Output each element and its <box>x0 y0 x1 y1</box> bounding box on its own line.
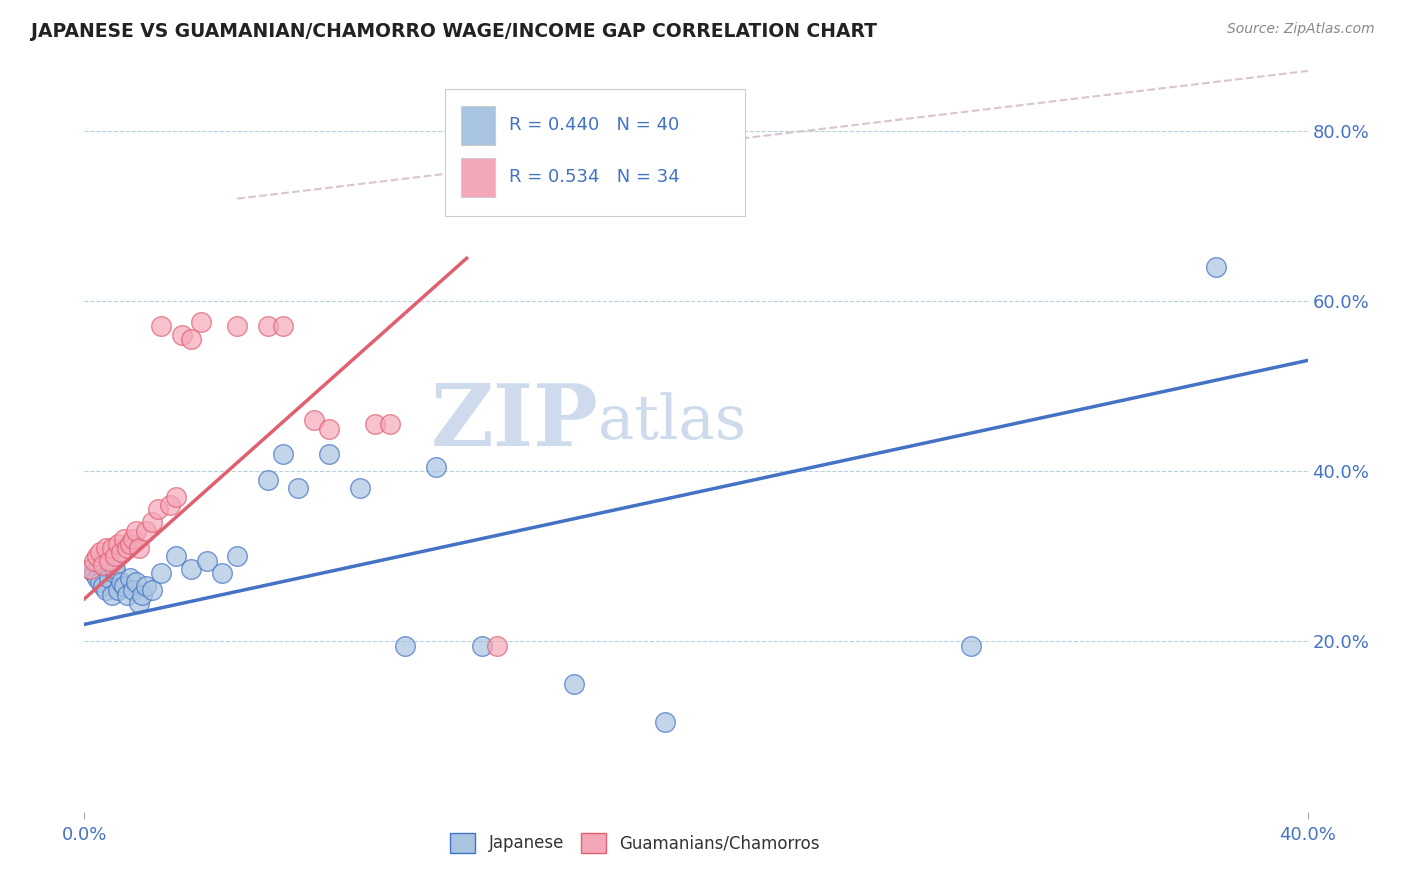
Point <box>125 524 148 538</box>
Point <box>110 545 132 559</box>
Text: R = 0.534   N = 34: R = 0.534 N = 34 <box>509 168 679 186</box>
Point <box>165 490 187 504</box>
Legend: Japanese, Guamanians/Chamorros: Japanese, Guamanians/Chamorros <box>443 826 827 860</box>
Point <box>94 583 117 598</box>
Point <box>190 315 212 329</box>
Point <box>97 553 120 567</box>
Point <box>135 579 157 593</box>
Point <box>97 571 120 585</box>
Point <box>180 332 202 346</box>
Point <box>146 502 169 516</box>
Point <box>79 562 101 576</box>
Point <box>257 473 280 487</box>
Point <box>128 596 150 610</box>
Point <box>91 558 114 572</box>
Point <box>110 574 132 589</box>
Point <box>257 319 280 334</box>
Point <box>271 319 294 334</box>
Point <box>149 319 172 334</box>
Point <box>89 558 111 572</box>
Point <box>101 541 124 555</box>
Point <box>141 515 163 529</box>
Point <box>149 566 172 581</box>
Point <box>271 447 294 461</box>
Point <box>91 579 114 593</box>
Point <box>141 583 163 598</box>
Text: Source: ZipAtlas.com: Source: ZipAtlas.com <box>1227 22 1375 37</box>
Point <box>1205 260 1227 274</box>
Point <box>122 583 145 598</box>
Point <box>318 421 340 435</box>
FancyBboxPatch shape <box>461 159 495 197</box>
Point <box>89 574 111 589</box>
Point <box>349 481 371 495</box>
FancyBboxPatch shape <box>461 106 495 145</box>
Point <box>83 566 105 581</box>
Point <box>83 553 105 567</box>
Point <box>471 639 494 653</box>
Point <box>122 533 145 547</box>
Text: atlas: atlas <box>598 392 747 452</box>
Point <box>135 524 157 538</box>
Point <box>112 579 135 593</box>
Text: ZIP: ZIP <box>430 380 598 464</box>
Point <box>364 417 387 432</box>
Point <box>125 574 148 589</box>
Point <box>104 549 127 564</box>
Point <box>562 677 585 691</box>
Point <box>79 562 101 576</box>
Point <box>172 327 194 342</box>
Point <box>120 571 142 585</box>
Point <box>226 549 249 564</box>
Point <box>195 553 218 567</box>
Point <box>94 541 117 555</box>
Point <box>120 536 142 550</box>
Point <box>180 562 202 576</box>
Point <box>226 319 249 334</box>
Point <box>165 549 187 564</box>
Point <box>486 639 509 653</box>
Point <box>425 459 447 474</box>
Point <box>112 533 135 547</box>
Point <box>302 413 325 427</box>
Point <box>115 588 138 602</box>
Point <box>394 639 416 653</box>
Point <box>654 715 676 730</box>
Text: R = 0.440   N = 40: R = 0.440 N = 40 <box>509 116 679 134</box>
Point <box>86 549 108 564</box>
Point <box>107 536 129 550</box>
Point <box>131 588 153 602</box>
Point <box>104 566 127 581</box>
Point <box>287 481 309 495</box>
Point <box>107 583 129 598</box>
Point <box>115 541 138 555</box>
Point <box>104 562 127 576</box>
FancyBboxPatch shape <box>446 88 745 216</box>
Point <box>128 541 150 555</box>
Point <box>318 447 340 461</box>
Point <box>211 566 233 581</box>
Point <box>101 588 124 602</box>
Point <box>89 545 111 559</box>
Point <box>159 498 181 512</box>
Point <box>86 571 108 585</box>
Text: JAPANESE VS GUAMANIAN/CHAMORRO WAGE/INCOME GAP CORRELATION CHART: JAPANESE VS GUAMANIAN/CHAMORRO WAGE/INCO… <box>31 22 877 41</box>
Point <box>960 639 983 653</box>
Point <box>380 417 402 432</box>
